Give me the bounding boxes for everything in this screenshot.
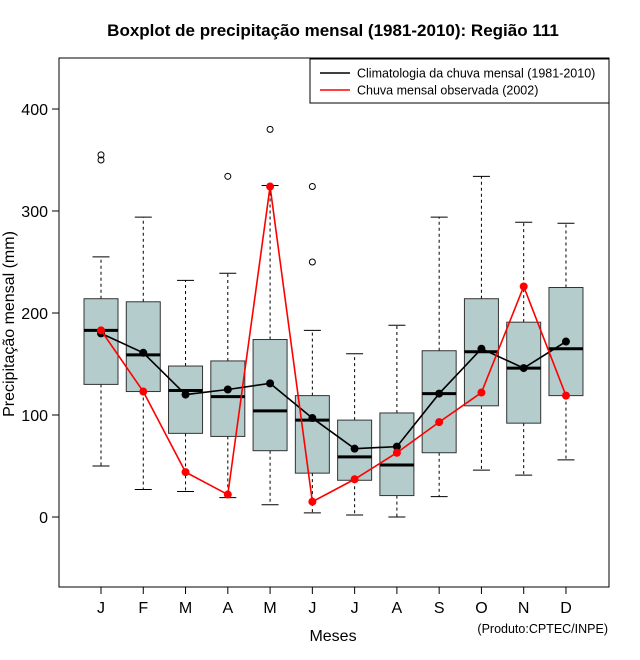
series-point — [477, 388, 486, 397]
x-tick-label: J — [351, 600, 359, 617]
outlier-point — [224, 172, 232, 180]
box-2 — [125, 216, 161, 490]
series-point — [435, 389, 444, 398]
series-point — [223, 490, 232, 499]
series-observed — [97, 182, 570, 506]
iqr-box — [168, 365, 204, 434]
series-point — [266, 182, 275, 191]
series-point — [181, 390, 190, 399]
iqr-box — [294, 395, 330, 474]
iqr-box — [252, 339, 288, 452]
series-point — [181, 468, 190, 477]
x-tick-label: M — [263, 600, 276, 617]
box-6 — [294, 183, 330, 514]
series-point — [266, 379, 275, 388]
box-8 — [379, 324, 415, 518]
box-9 — [421, 216, 457, 498]
box-5 — [252, 125, 288, 506]
iqr-box — [210, 360, 246, 437]
iqr-box — [83, 298, 119, 385]
box-11 — [506, 221, 542, 476]
x-axis-label: Meses — [309, 628, 356, 645]
series-point — [350, 444, 359, 453]
series-point — [308, 414, 317, 423]
x-tick-label: J — [97, 600, 105, 617]
y-tick-label: 300 — [21, 204, 48, 221]
plot-frame — [58, 57, 610, 588]
y-tick-label: 400 — [21, 102, 48, 119]
legend-entry: Climatologia da chuva mensal (1981-2010) — [357, 67, 595, 81]
x-tick-label: D — [560, 600, 572, 617]
iqr-box — [506, 321, 542, 424]
series-point — [435, 418, 444, 427]
legend: Climatologia da chuva mensal (1981-2010)… — [309, 58, 610, 104]
x-tick-label: S — [434, 600, 445, 617]
series-point — [519, 364, 528, 373]
series-point — [308, 497, 317, 506]
iqr-box — [421, 350, 457, 454]
series-line — [100, 332, 567, 450]
y-tick-label: 100 — [21, 408, 48, 425]
plot-area: 0 100 200 300 400 J F M A M J J A S O N D — [21, 57, 610, 617]
series-point — [561, 337, 570, 346]
x-tick-label: M — [179, 600, 192, 617]
x-tick-label: N — [518, 600, 530, 617]
box-3 — [168, 279, 204, 492]
series-point — [139, 387, 148, 396]
box-1 — [83, 151, 119, 467]
outlier-point — [308, 183, 316, 191]
series-point — [350, 475, 359, 484]
series-point — [139, 348, 148, 357]
credit-note: (Produto:CPTEC/INPE) — [477, 622, 608, 636]
x-tick-label: A — [392, 600, 403, 617]
legend-entry: Chuva mensal observada (2002) — [357, 84, 538, 98]
box-4 — [210, 172, 246, 499]
y-tick-label: 0 — [39, 510, 48, 527]
series-point — [477, 344, 486, 353]
legend-box — [309, 58, 610, 104]
box-10 — [463, 175, 499, 471]
outlier-point — [97, 151, 105, 159]
outlier-point — [266, 125, 274, 133]
series-point — [392, 448, 401, 457]
iqr-box — [125, 301, 161, 393]
y-tick-label: 200 — [21, 306, 48, 323]
outlier-point — [308, 258, 316, 266]
series-line — [100, 186, 567, 503]
series-point — [97, 326, 105, 335]
x-tick-label: A — [222, 600, 233, 617]
x-tick-label: F — [138, 600, 148, 617]
x-tick-label: O — [475, 600, 487, 617]
x-tick-label: J — [308, 600, 316, 617]
series-point — [223, 385, 232, 394]
y-axis-label: Precipitação mensal (mm) — [1, 231, 18, 417]
box-7 — [337, 353, 373, 516]
outlier-point — [97, 156, 105, 164]
chart-title: Boxplot de precipitação mensal (1981-201… — [107, 21, 559, 40]
series-point — [519, 282, 528, 291]
series-point — [392, 442, 401, 451]
series-point — [561, 391, 570, 400]
